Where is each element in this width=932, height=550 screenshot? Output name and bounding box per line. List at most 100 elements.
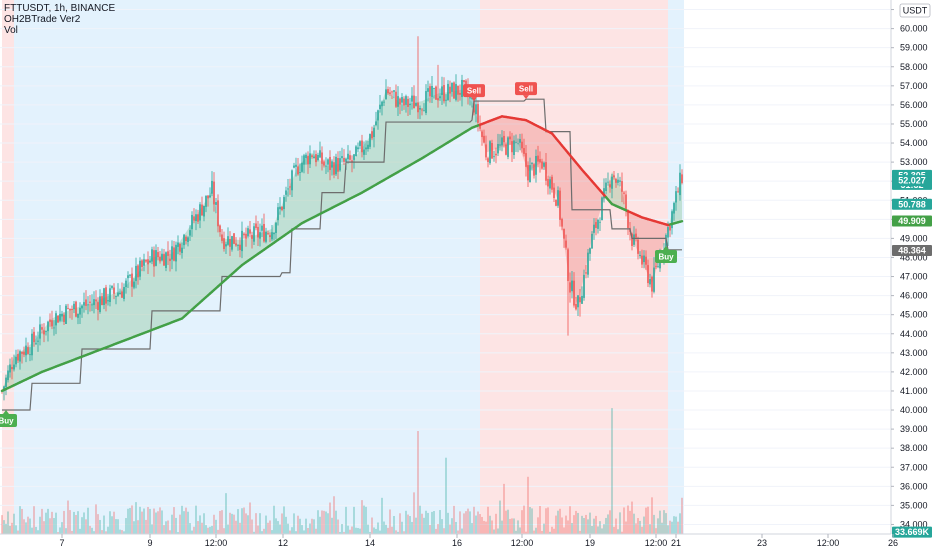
y-tick-label: 60.000 [900, 24, 928, 34]
volume-bar [55, 512, 57, 534]
volume-bar [399, 513, 401, 534]
trend-region [2, 0, 14, 534]
candle-body [415, 103, 417, 106]
price-tag-label: 33.669K [895, 527, 930, 537]
volume-bar [85, 519, 87, 534]
volume-bar [405, 510, 407, 534]
volume-bar [487, 506, 489, 534]
volume-bar [171, 514, 173, 534]
volume-bar [655, 528, 657, 534]
candle-body [337, 158, 339, 172]
volume-bar [411, 521, 413, 534]
cloud-segment [156, 256, 158, 329]
cloud-segment [662, 223, 664, 250]
cloud-segment [550, 132, 552, 186]
candle-body [449, 86, 451, 94]
volume-bar [121, 530, 123, 534]
candle-body [345, 158, 347, 162]
volume-bar [113, 511, 115, 534]
signal-pointer [3, 410, 9, 415]
volume-bar [465, 511, 467, 534]
signal-label: Buy [658, 253, 674, 262]
volume-bar [333, 496, 335, 534]
candle-body [179, 243, 181, 252]
candle-body [511, 141, 513, 153]
candle-body [13, 364, 15, 370]
volume-bar [467, 508, 469, 534]
time-axis[interactable]: 7 9 12:00 12 14 16 12:00 19 12:00 21 23 12:00 26 [0, 533, 898, 548]
candle-body [131, 273, 133, 287]
candle-body [421, 109, 423, 111]
currency-label: USDT [903, 6, 928, 16]
candle-body [307, 155, 309, 165]
candle-body [69, 308, 71, 311]
y-tick-label: 53.000 [900, 157, 928, 167]
candle-body [471, 97, 473, 100]
volume-bar [645, 507, 647, 534]
cloud-segment [122, 287, 124, 342]
grid-lines [0, 9, 890, 525]
candle-body [371, 131, 373, 139]
volume-bar [295, 531, 297, 534]
volume-bar [639, 520, 641, 534]
volume-bar [9, 525, 11, 534]
volume-bar [553, 528, 555, 534]
volume-bar [181, 505, 183, 534]
cloud-segment [222, 238, 224, 283]
cloud-segment [218, 219, 220, 287]
cloud-segment [94, 301, 96, 353]
volume-label[interactable]: Vol [4, 25, 18, 36]
candle-body [613, 175, 615, 178]
volume-bar [253, 531, 255, 534]
volume-bar [77, 511, 79, 534]
volume-bar [473, 506, 475, 534]
volume-bar [155, 512, 157, 534]
cloud-segment [174, 247, 176, 322]
candle-body [253, 226, 255, 242]
volume-bar [431, 511, 433, 534]
candle-body [475, 104, 477, 115]
candle-body [651, 276, 653, 292]
candle-body [367, 144, 369, 149]
volume-bar [381, 497, 383, 534]
price-axis[interactable]: 34.000 35.000 36.000 37.000 38.000 39.000 40.0… [890, 0, 932, 550]
candle-body [311, 155, 313, 157]
volume-bar [303, 530, 305, 534]
candle-body [225, 244, 227, 247]
cloud-segment [556, 138, 558, 201]
cloud-segment [220, 228, 222, 285]
volume-bar [183, 511, 185, 534]
volume-bar [483, 520, 485, 534]
cloud-segment [654, 220, 656, 278]
indicator-label[interactable]: OH2BTrade Ver2 [4, 14, 81, 25]
volume-bar [197, 521, 199, 534]
signal-sell-marker: Sell [463, 84, 485, 102]
candle-body [263, 223, 265, 242]
volume-bar [675, 516, 677, 534]
candle-body [489, 141, 491, 164]
candle-body [533, 164, 535, 176]
candle-body [89, 301, 91, 303]
symbol-title[interactable]: FTTUSDT, 1h, BINANCE [4, 3, 116, 14]
volume-bar [611, 408, 613, 534]
cloud-segment [38, 333, 40, 374]
cloud-segment [444, 92, 446, 145]
volume-bar [53, 518, 55, 534]
volume-bar [327, 513, 329, 534]
trade-signals: Buy Sell Sell Buy [0, 82, 677, 428]
cloud-segment [418, 101, 420, 161]
cloud-segment [294, 170, 296, 229]
candle-body [339, 158, 341, 171]
volume-bar [393, 516, 395, 534]
candle-body [105, 287, 107, 304]
candle-body [531, 162, 533, 164]
candle-body [539, 159, 541, 163]
volume-bar [681, 497, 683, 534]
volume-bar [127, 508, 129, 534]
volume-bar [515, 530, 517, 534]
volume-bar [63, 510, 65, 534]
x-tick-label: 26 [888, 538, 898, 548]
cloud-segment [256, 234, 258, 256]
price-tag-label: 52.027 [898, 176, 926, 186]
